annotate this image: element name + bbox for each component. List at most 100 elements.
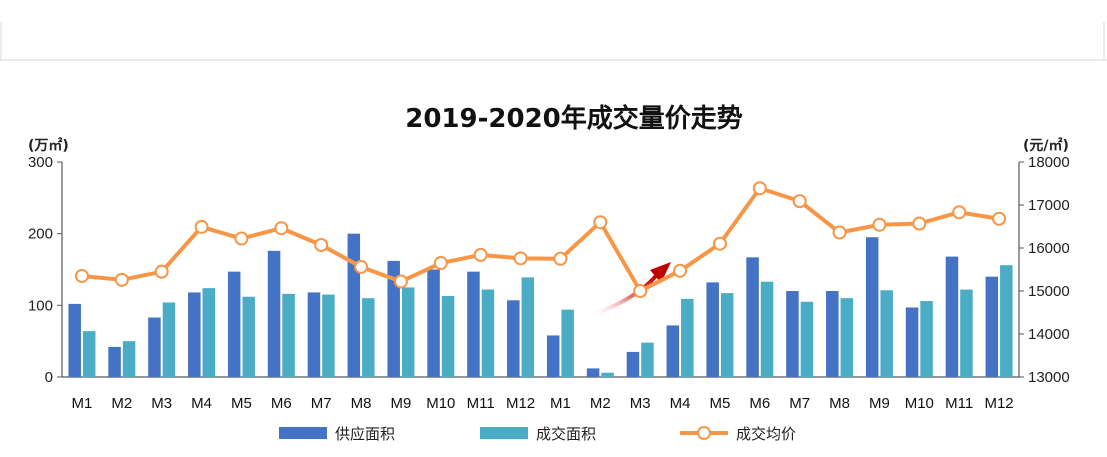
avg-price-point [553, 251, 568, 266]
trend-arrow [586, 262, 671, 318]
right-tick-label: 16000 [1028, 240, 1070, 257]
supply-area-bar [746, 257, 759, 377]
supply-area-bar [467, 271, 480, 377]
left-tick-label: 0 [45, 369, 53, 386]
avg-price-point [872, 217, 887, 232]
transaction-area-bar [122, 341, 136, 377]
legend-swatch [480, 427, 528, 439]
category-label: M8 [829, 395, 850, 412]
supply-area-bar [507, 300, 520, 377]
supply-area-bar [626, 351, 640, 377]
category-label: M4 [191, 395, 212, 412]
transaction-area-bar [641, 342, 654, 377]
transaction-area-bar [840, 298, 854, 377]
avg-price-point [673, 263, 688, 278]
avg-price-point [393, 274, 408, 289]
category-label: M2 [590, 395, 611, 412]
avg-price-point [992, 211, 1007, 226]
trend-arrow-shaft [586, 274, 658, 318]
transaction-area-bar [162, 302, 176, 377]
right-tick-label: 13000 [1028, 369, 1070, 386]
transaction-area-bar [920, 301, 933, 377]
transaction-area-bar [960, 289, 973, 377]
transaction-area-bar [82, 331, 96, 377]
transaction-area-bar [1000, 265, 1013, 377]
avg-price-point [433, 256, 448, 271]
legend-label: 供应面积 [335, 425, 395, 443]
category-label: M5 [710, 395, 731, 412]
avg-price-point [792, 194, 807, 209]
avg-price-line [81, 186, 1000, 293]
trend-arrow-head [650, 262, 671, 283]
supply-area-bar [188, 292, 201, 377]
supply-area-bar [786, 291, 799, 377]
transaction-area-bar [681, 298, 694, 377]
category-label: M3 [630, 395, 651, 412]
supply-area-bar [666, 325, 680, 377]
transaction-area-bar [521, 277, 535, 377]
transaction-area-bar [242, 296, 255, 377]
category-label: M1 [550, 395, 571, 412]
transaction-area-bar [202, 288, 216, 377]
avg-price-point [314, 237, 329, 252]
category-label: M11 [467, 395, 495, 412]
category-label: M11 [945, 395, 973, 412]
avg-price-point [473, 247, 488, 262]
transaction-area-bar [880, 290, 893, 377]
category-label: M12 [984, 395, 1013, 412]
avg-price-point [633, 284, 648, 298]
supply-area-bar [427, 269, 440, 377]
category-label: M6 [749, 395, 770, 412]
supply-area-bar [546, 335, 560, 377]
category-label: M7 [789, 395, 810, 412]
avg-price-point [712, 236, 727, 251]
supply-area-bar [108, 346, 121, 377]
category-label: M2 [111, 395, 132, 412]
transaction-area-bar [401, 287, 415, 377]
avg-price-point [74, 268, 89, 283]
supply-area-bar [586, 368, 600, 377]
category-label: M10 [905, 395, 934, 412]
transaction-area-bar [601, 372, 614, 377]
legend-marker [697, 426, 711, 440]
avg-price-point [234, 231, 249, 246]
transaction-area-bar [322, 294, 335, 377]
avg-price-point [952, 205, 967, 220]
left-axis-unit: (万㎡) [28, 137, 69, 154]
avg-price-point [752, 181, 767, 196]
transaction-area-bar [561, 309, 574, 377]
right-axis-unit: (元/㎡) [1023, 137, 1069, 154]
avg-price-point [114, 272, 129, 287]
legend-label: 成交面积 [536, 425, 596, 443]
left-tick-label: 200 [28, 226, 53, 243]
supply-area-bar [706, 282, 719, 377]
left-tick-label: 300 [28, 154, 53, 171]
supply-area-bar [267, 250, 281, 377]
right-tick-label: 15000 [1028, 283, 1070, 300]
category-label: M10 [426, 395, 455, 412]
category-label: M7 [311, 395, 332, 412]
category-label: M9 [391, 395, 412, 412]
avg-price-point [274, 221, 289, 236]
transaction-area-bar [362, 298, 375, 377]
avg-price-point [832, 225, 847, 240]
supply-area-bar [387, 260, 400, 377]
plot-area: 0 100 200 300 13000 14000 15000 16000 17000 18000… [28, 154, 1070, 412]
category-label: M1 [72, 395, 93, 412]
category-label: M5 [231, 395, 252, 412]
avg-price-point [513, 251, 528, 266]
transaction-area-bar [760, 281, 774, 377]
supply-area-bar [985, 276, 999, 377]
category-label: M8 [351, 395, 372, 412]
right-tick-label: 18000 [1028, 154, 1070, 171]
supply-area-bar [945, 256, 959, 377]
supply-area-bar [227, 271, 241, 377]
supply-area-bar [347, 233, 361, 377]
category-label: M4 [670, 395, 691, 412]
supply-area-bar [865, 237, 879, 377]
avg-price-point [354, 259, 369, 274]
category-label: M12 [506, 395, 535, 412]
avg-price-point [194, 219, 209, 234]
